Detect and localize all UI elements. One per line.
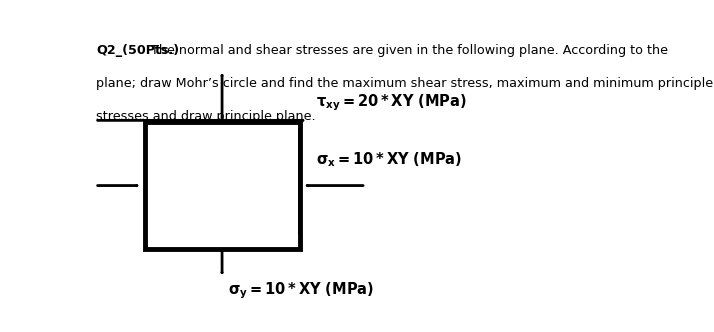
Text: $\mathbf{\tau_{xy}}$$\mathbf{=20*XY\ (MPa)}$: $\mathbf{\tau_{xy}}$$\mathbf{=20*XY\ (MP…	[316, 92, 467, 113]
Bar	[144, 122, 300, 249]
Text: The normal and shear stresses are given in the following plane. According to the: The normal and shear stresses are given …	[147, 44, 668, 57]
Text: Q2_(50Pts.): Q2_(50Pts.)	[96, 44, 179, 57]
Text: stresses and draw principle plane.: stresses and draw principle plane.	[96, 110, 316, 123]
Text: $\mathbf{\sigma_y}$$\mathbf{=10*XY\ (MPa)}$: $\mathbf{\sigma_y}$$\mathbf{=10*XY\ (MPa…	[228, 280, 373, 301]
Text: plane; draw Mohr’s circle and find the maximum shear stress, maximum and minimum: plane; draw Mohr’s circle and find the m…	[96, 77, 713, 90]
Text: $\mathbf{\sigma_x}$$\mathbf{=10*XY\ (MPa)}$: $\mathbf{\sigma_x}$$\mathbf{=10*XY\ (MPa…	[316, 151, 462, 169]
